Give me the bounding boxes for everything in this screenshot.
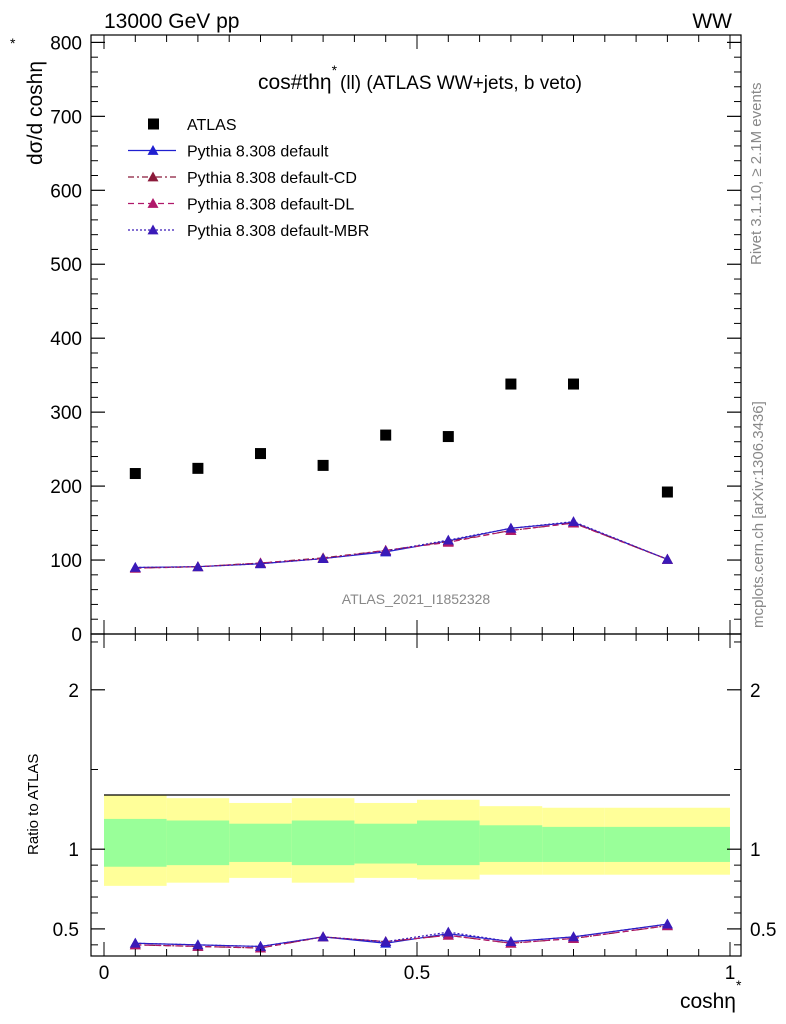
atlas-point [568,378,579,390]
legend-label: Pythia 8.308 default-CD [187,170,357,187]
ratio-band-green [604,826,730,862]
ratio-series-point [505,936,517,947]
atlas-point [442,431,454,443]
watermark: ATLAS_2021_I1852328 [342,591,491,607]
main-y-label-sup: * [10,35,16,51]
main-series-point [192,561,204,572]
main-y-tick-label: 300 [50,403,82,424]
legend-marker [147,224,159,235]
main-series-line [135,520,668,569]
ratio-y-tick-label: 0.5 [53,920,79,941]
legend-marker [147,171,159,182]
main-y-tick-label: 500 [50,255,82,276]
legend-label: Pythia 8.308 default [187,144,329,161]
ratio-x-tick-label: 0.5 [404,963,430,984]
main-y-label-text: dσ/d coshη [24,61,47,165]
main-series-point [380,545,392,556]
ratio-band-green [229,823,292,862]
legend-label: ATLAS [187,117,237,134]
main-x-ticks [103,35,731,634]
ratio-series [129,918,673,953]
main-title: cos#thη*(ll) (ATLAS WW+jets, b veto) [258,62,582,94]
ratio-band-green [479,825,543,862]
atlas-point [129,468,141,480]
ratio-x-tick-label: 1 [725,963,736,984]
atlas-point [505,378,517,390]
ratio-series-point [317,931,329,942]
rivet-note: Rivet 3.1.10, ≥ 2.1M events [748,83,765,266]
ratio-y-tick-label-right: 2 [750,681,761,702]
x-axis-label-sup: * [736,977,742,993]
main-panel: 0 100 200 300 400 500 600 700 800 ATLAS_2021_I18… [10,33,742,646]
ratio-series-point [442,926,454,937]
ratio-series-point [255,940,266,951]
ratio-band-green [417,820,480,866]
ratio-series-point [661,918,673,929]
main-series-point [317,553,329,563]
atlas-point [255,448,266,460]
ratio-y-label: Ratio to ATLAS [25,754,42,855]
ratio-series-line [135,923,668,948]
main-series-point [442,534,454,545]
main-y-tick-label: 200 [50,477,82,498]
main-y-tick-label: 600 [50,181,82,202]
ratio-band-green [354,823,417,864]
ratio-y-tick-label: 2 [68,681,79,702]
ratio-y-tick-label-right: 1 [750,840,761,861]
ratio-bands [104,795,730,886]
header-left: 13000 GeV pp [104,10,239,33]
ratio-panel: 0 0.5 1 0.5 0.5 1 1 2 2 Ratio to ATLAS coshη * [25,633,776,1013]
main-y-ticks: 0 100 200 300 400 500 600 700 800 [50,33,741,646]
ratio-band-green [166,820,230,866]
main-y-tick-label: 400 [50,329,82,350]
ratio-ticks: 0 0.5 1 0.5 0.5 1 1 2 2 [53,634,776,984]
x-axis-label: coshη [680,990,736,1013]
legend-label: Pythia 8.308 default-MBR [187,223,369,240]
main-series-point [255,558,266,569]
mcplots-note: mcplots.cern.ch [arXiv:1306.3436] [750,401,767,628]
main-series-line [135,521,668,569]
atlas-point [317,459,329,471]
main-title-rest: (ll) (ATLAS WW+jets, b veto) [340,73,582,94]
legend: ATLAS Pythia 8.308 default Pythia 8.308 de… [128,117,369,240]
main-series-point [505,522,517,533]
ratio-y-tick-label-right: 0.5 [750,920,776,941]
atlas-point [192,462,204,474]
ratio-band-green [104,818,167,867]
ratio-frame [90,633,742,957]
main-series [129,378,673,573]
main-series-point [568,516,579,526]
main-series-line [135,522,668,569]
ratio-band-green [291,820,355,866]
ratio-y-tick-label: 1 [68,840,79,861]
main-series-point [661,553,673,564]
atlas-point [661,486,673,498]
main-title-sup: * [332,62,338,78]
ratio-series-point [568,931,579,942]
main-y-tick-label: 0 [71,625,82,646]
legend-label: Pythia 8.308 default-DL [187,197,354,214]
ratio-x-tick-label: 0 [99,963,110,984]
main-series-line [135,522,668,569]
ratio-series-point [192,939,204,950]
ratio-series-point [380,936,392,947]
ratio-series-group [129,918,673,953]
legend-marker-atlas [148,118,159,130]
header-right: WW [692,10,732,33]
main-y-tick-label: 700 [50,107,82,128]
main-y-tick-label: 100 [50,551,82,572]
atlas-point [380,429,392,441]
legend-marker [147,198,159,208]
x-axis-label-text: coshη [680,990,736,1013]
main-y-tick-label: 800 [50,33,82,54]
ratio-series-point [129,937,141,948]
legend-marker [147,145,159,155]
ratio-band-green [542,826,605,862]
main-y-label: dσ/d coshη [24,61,47,165]
main-series-point [129,561,141,572]
main-title-main: cos#thη [258,71,332,94]
